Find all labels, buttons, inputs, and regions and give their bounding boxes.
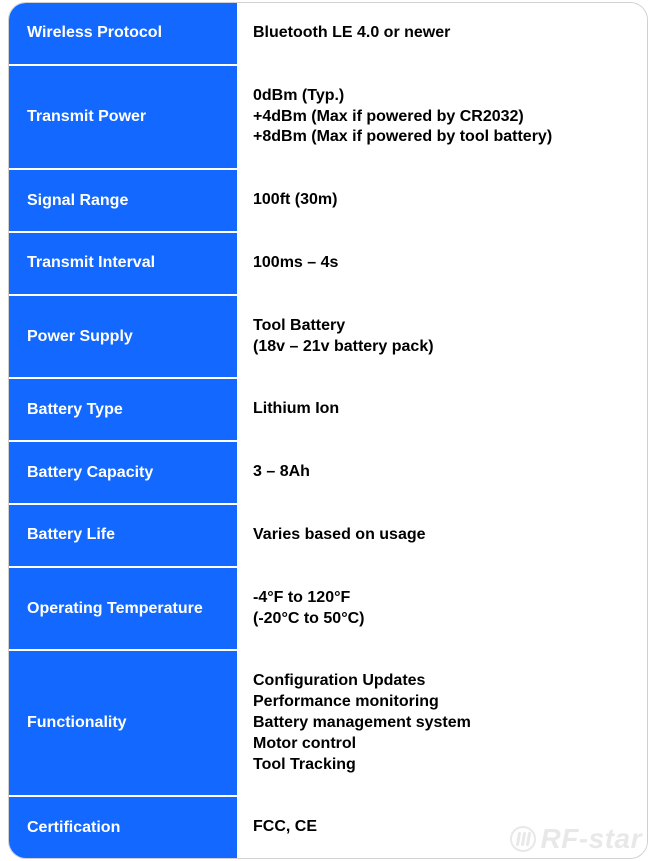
spec-label: Battery Type bbox=[9, 379, 239, 440]
spec-label: Power Supply bbox=[9, 296, 239, 378]
spec-value: 3 – 8Ah bbox=[239, 442, 647, 503]
spec-value: Lithium Ion bbox=[239, 379, 647, 440]
spec-value: 0dBm (Typ.) +4dBm (Max if powered by CR2… bbox=[239, 66, 647, 168]
spec-label: Transmit Power bbox=[9, 66, 239, 168]
table-row: Operating Temperature -4°F to 120°F (-20… bbox=[9, 568, 647, 652]
table-row: Battery Life Varies based on usage bbox=[9, 505, 647, 568]
spec-value: Configuration Updates Performance monito… bbox=[239, 651, 647, 795]
table-row: Functionality Configuration Updates Perf… bbox=[9, 651, 647, 797]
spec-label: Functionality bbox=[9, 651, 239, 795]
spec-label: Wireless Protocol bbox=[9, 3, 239, 64]
spec-value: Tool Battery (18v – 21v battery pack) bbox=[239, 296, 647, 378]
watermark: RF-star bbox=[510, 823, 642, 855]
spec-value: 100ms – 4s bbox=[239, 233, 647, 294]
spec-label: Battery Life bbox=[9, 505, 239, 566]
specifications-table: Wireless Protocol Bluetooth LE 4.0 or ne… bbox=[8, 2, 648, 859]
table-row: Battery Type Lithium Ion bbox=[9, 379, 647, 442]
spec-label: Signal Range bbox=[9, 170, 239, 231]
table-row: Transmit Power 0dBm (Typ.) +4dBm (Max if… bbox=[9, 66, 647, 170]
spec-label: Certification bbox=[9, 797, 239, 858]
table-row: Signal Range 100ft (30m) bbox=[9, 170, 647, 233]
spec-label: Battery Capacity bbox=[9, 442, 239, 503]
spec-label: Transmit Interval bbox=[9, 233, 239, 294]
watermark-text: RF-star bbox=[540, 823, 642, 855]
spec-label: Operating Temperature bbox=[9, 568, 239, 650]
table-row: Transmit Interval 100ms – 4s bbox=[9, 233, 647, 296]
spec-value: Bluetooth LE 4.0 or newer bbox=[239, 3, 647, 64]
spec-value: Varies based on usage bbox=[239, 505, 647, 566]
spec-value: 100ft (30m) bbox=[239, 170, 647, 231]
table-row: Power Supply Tool Battery (18v – 21v bat… bbox=[9, 296, 647, 380]
table-row: Wireless Protocol Bluetooth LE 4.0 or ne… bbox=[9, 3, 647, 66]
spec-value: -4°F to 120°F (-20°C to 50°C) bbox=[239, 568, 647, 650]
table-row: Battery Capacity 3 – 8Ah bbox=[9, 442, 647, 505]
rfstar-logo-icon bbox=[510, 826, 536, 852]
